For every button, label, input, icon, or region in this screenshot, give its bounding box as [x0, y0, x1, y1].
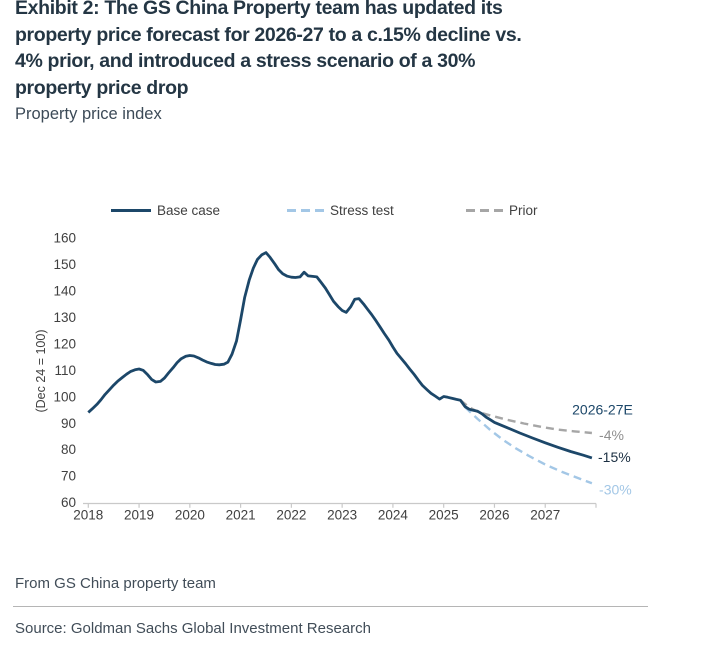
exhibit-title-line-2: property price forecast for 2026-27 to a…: [15, 23, 522, 46]
prior-line-sample: [466, 209, 503, 212]
chart-legend: Base case Stress test Prior: [0, 203, 704, 221]
x-tick-label-2020: 2020: [175, 508, 205, 523]
footer-source: Source: Goldman Sachs Global Investment …: [15, 620, 372, 637]
x-tick-label-2027: 2027: [530, 508, 560, 523]
y-tick-label-140: 140: [53, 284, 76, 299]
legend-label-stress-test: Stress test: [330, 203, 394, 218]
y-tick-label-120: 120: [53, 336, 76, 351]
y-axis-title: (Dec 24 = 100): [34, 329, 48, 412]
x-tick-label-2021: 2021: [226, 508, 256, 523]
y-tick-label-110: 110: [54, 363, 76, 378]
legend-item-stress-test: Stress test: [287, 203, 394, 218]
exhibit-header: Exhibit 2: The GS China Property team ha…: [15, 0, 695, 125]
x-tick-label-2023: 2023: [327, 508, 357, 523]
prior-dash: [494, 209, 503, 212]
exhibit-title-line-3: 4% prior, and introduced a stress scenar…: [15, 50, 476, 72]
stress-test-dash: [287, 209, 296, 212]
stress-test-dash: [301, 209, 310, 212]
x-tick-label-2019: 2019: [124, 508, 154, 523]
legend-label-prior: Prior: [509, 203, 538, 218]
legend-item-prior: Prior: [466, 203, 538, 218]
series-line-base-case: [87, 251, 593, 460]
y-tick-label-70: 70: [61, 469, 76, 484]
annotation-2026-27E: 2026-27E: [572, 401, 633, 417]
y-tick-label-160: 160: [53, 231, 76, 246]
exhibit-title-line-4: property price drop: [15, 76, 189, 99]
footer-note: From GS China property team: [15, 575, 216, 592]
x-tick-label-2025: 2025: [429, 508, 459, 523]
footer-divider: [13, 606, 648, 607]
prior-dash: [480, 209, 489, 212]
y-tick-label-80: 80: [61, 442, 76, 457]
annotation--4: -4%: [599, 427, 624, 443]
y-tick-label-100: 100: [53, 389, 76, 404]
annotation--30: -30%: [599, 481, 632, 497]
x-tick-label-2018: 2018: [73, 508, 103, 523]
annotation--15: -15%: [598, 449, 631, 465]
base-case-line-sample: [111, 209, 151, 212]
legend-label-base-case: Base case: [157, 203, 221, 218]
stress-test-line-sample: [287, 209, 324, 212]
x-tick-label-2022: 2022: [276, 508, 306, 523]
x-tick-label-2026: 2026: [479, 508, 509, 523]
y-tick-label-130: 130: [53, 310, 76, 325]
stress-test-dash: [315, 209, 324, 212]
chart-subtitle: Property price index: [15, 105, 162, 123]
x-tick-label-2024: 2024: [378, 508, 409, 523]
exhibit-title-line-1: Exhibit 2: The GS China Property team ha…: [15, 0, 503, 19]
y-tick-label-150: 150: [53, 257, 76, 272]
y-tick-label-90: 90: [61, 416, 76, 431]
prior-dash: [466, 209, 475, 212]
legend-item-base-case: Base case: [111, 203, 220, 218]
series-line-stress-test: [464, 406, 593, 485]
y-tick-label-60: 60: [61, 495, 76, 510]
